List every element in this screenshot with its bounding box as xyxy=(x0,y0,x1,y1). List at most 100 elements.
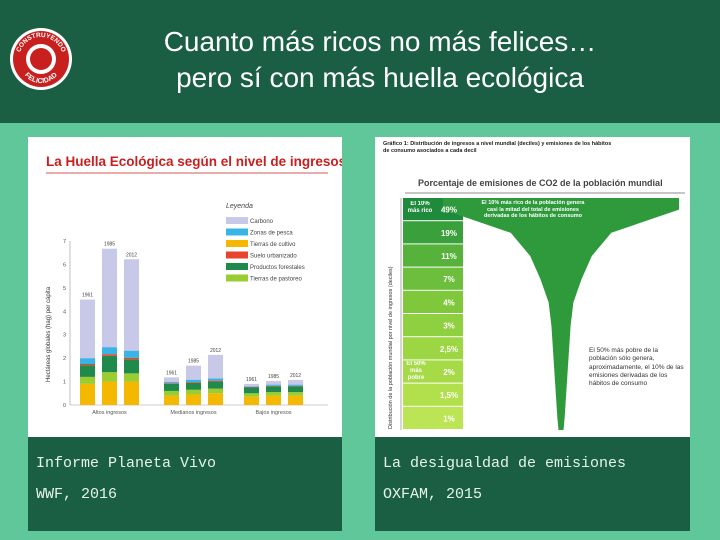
annotation-bottom: El 50% más pobre de la población sólo ge… xyxy=(589,347,684,388)
y-tick-label: 3 xyxy=(63,333,66,339)
bar-segment xyxy=(208,388,223,394)
decile-row xyxy=(403,290,463,313)
bar-segment xyxy=(102,355,117,373)
legend-label: Productos forestales xyxy=(250,265,305,271)
caption-left-org: WWF, 2016 xyxy=(36,486,118,503)
bar-segment xyxy=(124,259,139,351)
bar-year-label: 2012 xyxy=(210,348,221,354)
decile-value-label: 7% xyxy=(443,275,455,284)
legend-swatch xyxy=(226,217,248,224)
bar-segment xyxy=(124,359,139,374)
footprint-chart-image: La Huella Ecológica según el nivel de in… xyxy=(28,137,346,437)
bar-segment xyxy=(80,358,95,364)
caption-right-source: La desigualdad de emisiones xyxy=(383,455,627,472)
bar-segment xyxy=(288,379,303,385)
decile-value-label: 2% xyxy=(443,368,455,377)
footprint-legend: Leyenda Carbono Zonas de pesca Tierras de … xyxy=(226,203,305,283)
emissions-chart-subtitle: Porcentaje de emisiones de CO2 de la pob… xyxy=(418,178,663,188)
footprint-y-axis-label: Hectáreas globales (hag) per cápita xyxy=(46,286,52,382)
legend-swatch xyxy=(226,240,248,247)
decile-value-label: 1,5% xyxy=(440,391,458,400)
legend-title: Leyenda xyxy=(226,203,253,210)
bar-segment xyxy=(288,386,303,393)
bar-segment xyxy=(288,384,303,386)
bar-segment xyxy=(288,392,303,396)
bar-segment xyxy=(186,382,201,390)
bar-segment xyxy=(186,365,201,380)
bar-segment xyxy=(164,383,179,391)
emissions-chart: Gráfico 1: Distribución de ingresos a ni… xyxy=(383,141,685,430)
caption-right-org: OXFAM, 2015 xyxy=(383,486,483,503)
decile-value-label: 19% xyxy=(441,229,457,238)
bar-segment xyxy=(80,376,95,384)
bar-segment xyxy=(244,393,259,397)
bar-segment xyxy=(124,350,139,358)
construyendo-felicidad-logo: CONSTRUYENDO FELICIDAD xyxy=(10,28,72,90)
legend-swatch xyxy=(226,274,248,282)
bar-segment xyxy=(186,382,201,383)
bar-year-label: 1985 xyxy=(268,374,279,380)
decile-row xyxy=(403,314,463,337)
bar-segment xyxy=(208,380,223,382)
footprint-chart: La Huella Ecológica según el nivel de in… xyxy=(46,154,346,416)
y-tick-label: 1 xyxy=(63,380,66,386)
bar-segment xyxy=(102,354,117,356)
caption-left-source: Informe Planeta Vivo xyxy=(36,455,217,472)
decile-row xyxy=(403,267,463,290)
bar-segment xyxy=(186,379,201,383)
legend-swatch xyxy=(226,263,248,270)
decile-value-label: 49% xyxy=(441,206,457,215)
decile-row xyxy=(403,383,463,406)
bar-segment xyxy=(102,248,117,348)
y-tick-label: 7 xyxy=(63,239,66,245)
emissions-y-axis-label: Distribución de la población mundial por… xyxy=(388,266,394,429)
bar-year-label: 1961 xyxy=(166,370,177,376)
bar-segment xyxy=(244,383,259,387)
bar-segment xyxy=(266,395,281,405)
decile-value-label: 1% xyxy=(443,414,455,423)
bar-segment xyxy=(80,364,95,366)
logo-center xyxy=(30,48,52,70)
decile-row xyxy=(403,406,463,429)
group-label: Bajos ingresos xyxy=(255,410,291,416)
legend-label: Zonas de pesca xyxy=(250,231,293,237)
decile-value-label: 3% xyxy=(443,322,455,331)
legend-label: Suelo urbanizado xyxy=(250,254,297,260)
emissions-chart-title: Gráfico 1: Distribución de ingresos a ni… xyxy=(383,141,612,154)
bar-segment xyxy=(208,393,223,405)
decile-value-label: 2,5% xyxy=(440,345,458,354)
legend-swatch xyxy=(226,251,248,259)
slide-title: Cuanto más ricos no más felices… pero sí… xyxy=(80,24,680,96)
bar-segment xyxy=(164,390,179,396)
legend-label: Carbono xyxy=(250,219,274,225)
bar-segment xyxy=(102,372,117,382)
bar-segment xyxy=(244,387,259,394)
bar-segment xyxy=(208,354,223,379)
bar-year-label: 2012 xyxy=(126,252,137,258)
legend-label: Tierras de cultivo xyxy=(250,242,296,248)
decile-value-label: 4% xyxy=(443,298,455,307)
bar-segment xyxy=(186,394,201,405)
bar-segment xyxy=(208,381,223,389)
bar-segment xyxy=(288,395,303,405)
slide-header xyxy=(0,0,720,123)
bar-segment xyxy=(164,377,179,383)
label-richest: El 10% más rico xyxy=(407,201,433,214)
bar-segment xyxy=(244,396,259,405)
bar-segment xyxy=(124,357,139,360)
panel-emissions: Gráfico 1: Distribución de ingresos a ni… xyxy=(375,137,690,531)
y-tick-label: 2 xyxy=(63,356,66,362)
label-poorest: El 50% más pobre xyxy=(406,361,426,381)
bar-segment xyxy=(164,395,179,405)
bar-segment xyxy=(266,384,281,386)
bar-segment xyxy=(164,383,179,384)
y-tick-label: 6 xyxy=(63,262,66,268)
bar-segment xyxy=(186,389,201,395)
emissions-funnel xyxy=(443,198,679,430)
bar-segment xyxy=(102,347,117,355)
y-tick-label: 4 xyxy=(63,309,66,315)
bar-year-label: 1961 xyxy=(82,293,93,299)
legend-swatch xyxy=(226,228,248,236)
title-line-2: pero sí con más huella ecológica xyxy=(176,62,584,93)
bar-segment xyxy=(266,386,281,393)
